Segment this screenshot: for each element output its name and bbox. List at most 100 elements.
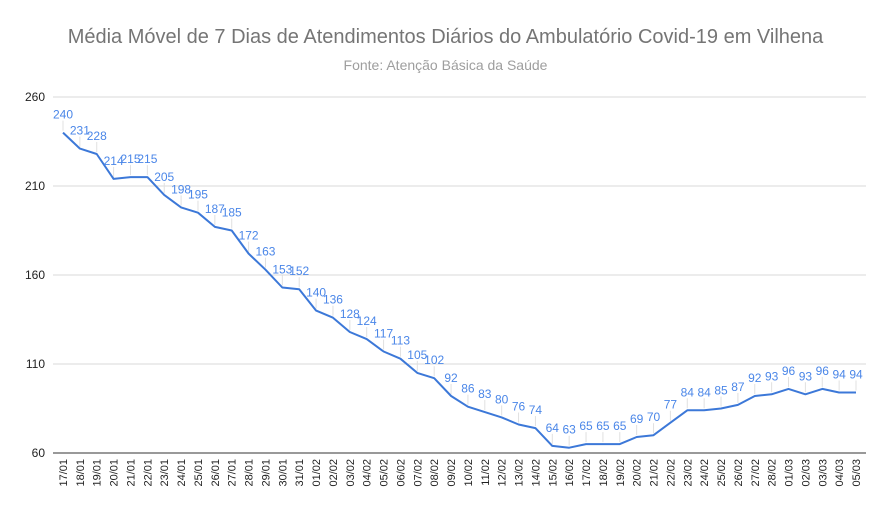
data-label: 63 — [562, 423, 576, 437]
data-label: 153 — [272, 262, 292, 276]
data-label: 85 — [714, 384, 728, 398]
x-tick-label: 18/02 — [598, 459, 610, 487]
x-tick-label: 20/01 — [109, 459, 121, 487]
x-tick-label: 11/02 — [480, 459, 492, 486]
data-label: 215 — [120, 152, 140, 166]
x-tick-label: 09/02 — [446, 459, 458, 487]
x-tick-label: 06/02 — [395, 459, 407, 487]
data-label: 113 — [391, 334, 410, 348]
y-tick-label: 60 — [32, 446, 46, 460]
data-label: 77 — [664, 398, 678, 412]
x-tick-label: 29/01 — [260, 459, 272, 487]
data-label: 152 — [289, 264, 309, 278]
x-tick-label: 03/03 — [817, 459, 829, 487]
data-label: 94 — [849, 367, 863, 381]
x-tick-label: 27/01 — [227, 459, 239, 487]
data-label: 84 — [681, 385, 695, 399]
data-label: 136 — [323, 293, 343, 307]
x-tick-label: 22/01 — [142, 459, 154, 487]
x-tick-label: 24/01 — [176, 459, 188, 487]
y-tick-label: 110 — [26, 357, 45, 371]
x-tick-label: 26/01 — [210, 459, 222, 487]
chart-subtitle: Fonte: Atenção Básica da Saúde — [343, 57, 548, 73]
x-tick-label: 21/02 — [649, 459, 661, 487]
x-tick-label: 10/02 — [463, 459, 475, 487]
data-label: 94 — [832, 367, 846, 381]
x-tick-label: 16/02 — [564, 459, 576, 487]
x-tick-label: 22/02 — [665, 459, 677, 487]
chart-title: Média Móvel de 7 Dias de Atendimentos Di… — [67, 26, 824, 48]
data-label: 83 — [478, 387, 492, 401]
data-label: 214 — [104, 154, 124, 168]
x-tick-label: 31/01 — [294, 459, 306, 487]
data-label: 80 — [495, 392, 509, 406]
data-label: 65 — [596, 419, 610, 433]
x-tick-label: 01/03 — [784, 459, 796, 487]
data-label: 231 — [70, 124, 90, 138]
x-tick-label: 01/02 — [311, 459, 323, 487]
data-label: 65 — [579, 419, 593, 433]
data-label: 124 — [357, 314, 377, 328]
data-label: 140 — [306, 286, 326, 300]
data-label: 92 — [444, 371, 458, 385]
x-tick-label: 17/02 — [581, 459, 593, 487]
x-tick-label: 23/01 — [159, 459, 171, 487]
data-label: 93 — [765, 369, 779, 383]
x-tick-label: 02/02 — [328, 459, 340, 487]
x-tick-label: 05/03 — [851, 459, 863, 487]
x-tick-label: 28/01 — [244, 459, 256, 487]
data-label: 92 — [748, 371, 762, 385]
x-tick-label: 04/03 — [834, 459, 846, 487]
data-label: 96 — [782, 364, 796, 378]
data-label: 84 — [697, 385, 711, 399]
data-label: 172 — [239, 229, 259, 243]
x-tick-label: 04/02 — [362, 459, 374, 487]
data-label: 93 — [799, 369, 813, 383]
x-tick-label: 27/02 — [750, 459, 762, 487]
data-label: 240 — [53, 108, 73, 122]
x-tick-label: 18/01 — [75, 459, 87, 487]
series-line — [62, 131, 856, 449]
data-label: 163 — [255, 245, 275, 259]
data-label: 187 — [205, 202, 225, 216]
x-tick-label: 03/02 — [345, 459, 357, 487]
x-tick-label: 15/02 — [547, 459, 559, 487]
data-label: 215 — [137, 152, 157, 166]
data-label: 195 — [188, 188, 208, 202]
data-label: 87 — [731, 380, 745, 394]
data-label: 205 — [154, 170, 174, 184]
x-tick-label: 24/02 — [699, 459, 711, 487]
x-tick-label: 28/02 — [767, 459, 779, 487]
x-tick-label: 19/02 — [615, 459, 627, 487]
data-label: 76 — [512, 400, 526, 414]
x-tick-label: 25/01 — [193, 459, 205, 487]
x-tick-label: 13/02 — [514, 459, 526, 487]
x-tick-label: 26/02 — [733, 459, 745, 487]
y-tick-label: 210 — [25, 179, 45, 193]
data-label: 69 — [630, 412, 644, 426]
x-tick-label: 17/01 — [58, 459, 70, 487]
y-tick-label: 260 — [25, 90, 45, 104]
x-tick-label: 05/02 — [379, 459, 391, 487]
data-label: 198 — [171, 182, 191, 196]
x-tick-label: 19/01 — [92, 459, 104, 487]
x-tick-label: 02/03 — [800, 459, 812, 487]
data-label: 64 — [546, 421, 560, 435]
data-label: 185 — [222, 206, 242, 220]
x-tick-label: 08/02 — [429, 459, 441, 487]
x-tick-label: 20/02 — [632, 459, 644, 487]
x-tick-label: 14/02 — [530, 459, 542, 487]
data-label: 96 — [816, 364, 830, 378]
data-label: 65 — [613, 419, 627, 433]
data-label: 70 — [647, 410, 661, 424]
x-tick-label: 23/02 — [682, 459, 694, 487]
x-tick-label: 30/01 — [277, 459, 289, 487]
x-tick-label: 21/01 — [125, 459, 137, 487]
data-label: 86 — [461, 382, 475, 396]
data-label: 117 — [374, 327, 393, 341]
data-label: 74 — [529, 403, 543, 417]
data-label: 128 — [340, 307, 360, 321]
x-tick-label: 12/02 — [497, 459, 509, 487]
data-label: 102 — [424, 353, 444, 367]
